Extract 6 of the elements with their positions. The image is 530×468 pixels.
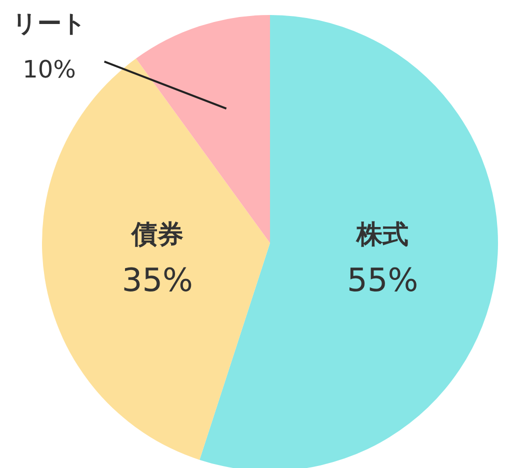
slice-label: 株式	[356, 220, 409, 250]
data-label: 55%	[347, 260, 418, 299]
data-label: 35%	[122, 260, 193, 299]
slice-label: リート	[12, 10, 86, 38]
data-label: 10%	[22, 56, 76, 84]
slice-label: 債券	[130, 220, 184, 250]
